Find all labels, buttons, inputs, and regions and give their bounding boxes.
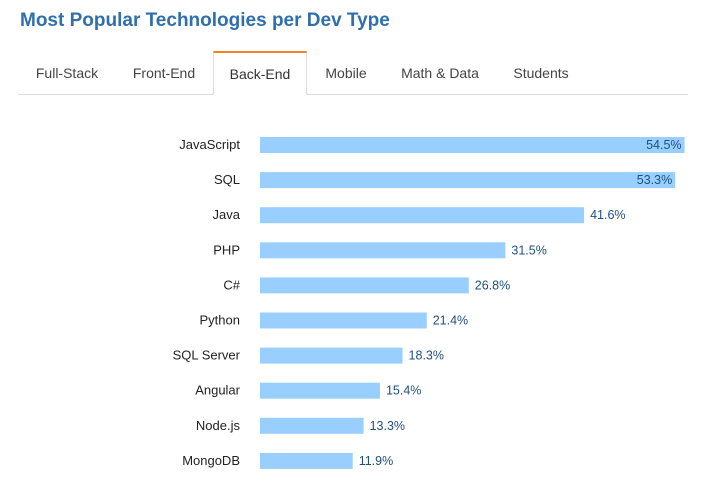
bar (260, 172, 676, 189)
tab-full-stack[interactable]: Full-Stack (35, 65, 99, 81)
tab-front-end[interactable]: Front-End (132, 65, 196, 81)
category-label: MongoDB (182, 453, 240, 468)
value-label: 31.5% (511, 243, 546, 257)
value-label: 41.6% (590, 208, 625, 222)
value-label: 21.4% (433, 314, 468, 328)
category-label: SQL Server (173, 348, 241, 363)
bar-chart: JavaScript 54.5% SQL 53.3% Java 41.6% PHP 31.5%… (173, 137, 685, 469)
category-label: C# (223, 277, 240, 292)
bar (260, 137, 685, 153)
value-label: 18.3% (409, 349, 444, 363)
tab-students[interactable]: Students (513, 65, 569, 81)
category-label: Angular (195, 383, 240, 398)
value-label: 26.8% (475, 278, 510, 292)
bar (260, 277, 469, 294)
bar (260, 207, 585, 224)
bar (260, 452, 353, 469)
category-label: SQL (214, 172, 240, 187)
tab-back-end[interactable]: Back-End (213, 51, 307, 95)
bar (260, 242, 506, 259)
value-label: 11.9% (359, 454, 394, 468)
category-label: Java (213, 207, 241, 222)
bar (260, 347, 403, 364)
bar (260, 312, 427, 329)
category-label: Node.js (196, 418, 241, 433)
bar (260, 417, 364, 434)
tab-math-and-data[interactable]: Math & Data (401, 65, 479, 81)
category-label: JavaScript (179, 137, 240, 152)
value-label: 13.3% (370, 419, 405, 433)
category-label: PHP (213, 242, 240, 257)
tab-mobile[interactable]: Mobile (325, 65, 367, 81)
page-title: Most Popular Technologies per Dev Type (20, 10, 390, 31)
tab-bar: Full-Stack Front-End Back-End Mobile Mat… (18, 51, 688, 95)
value-label: 15.4% (386, 384, 421, 398)
category-label: Python (200, 313, 240, 328)
value-label: 54.5% (646, 138, 681, 152)
bar (260, 382, 380, 399)
value-label: 53.3% (637, 173, 672, 187)
